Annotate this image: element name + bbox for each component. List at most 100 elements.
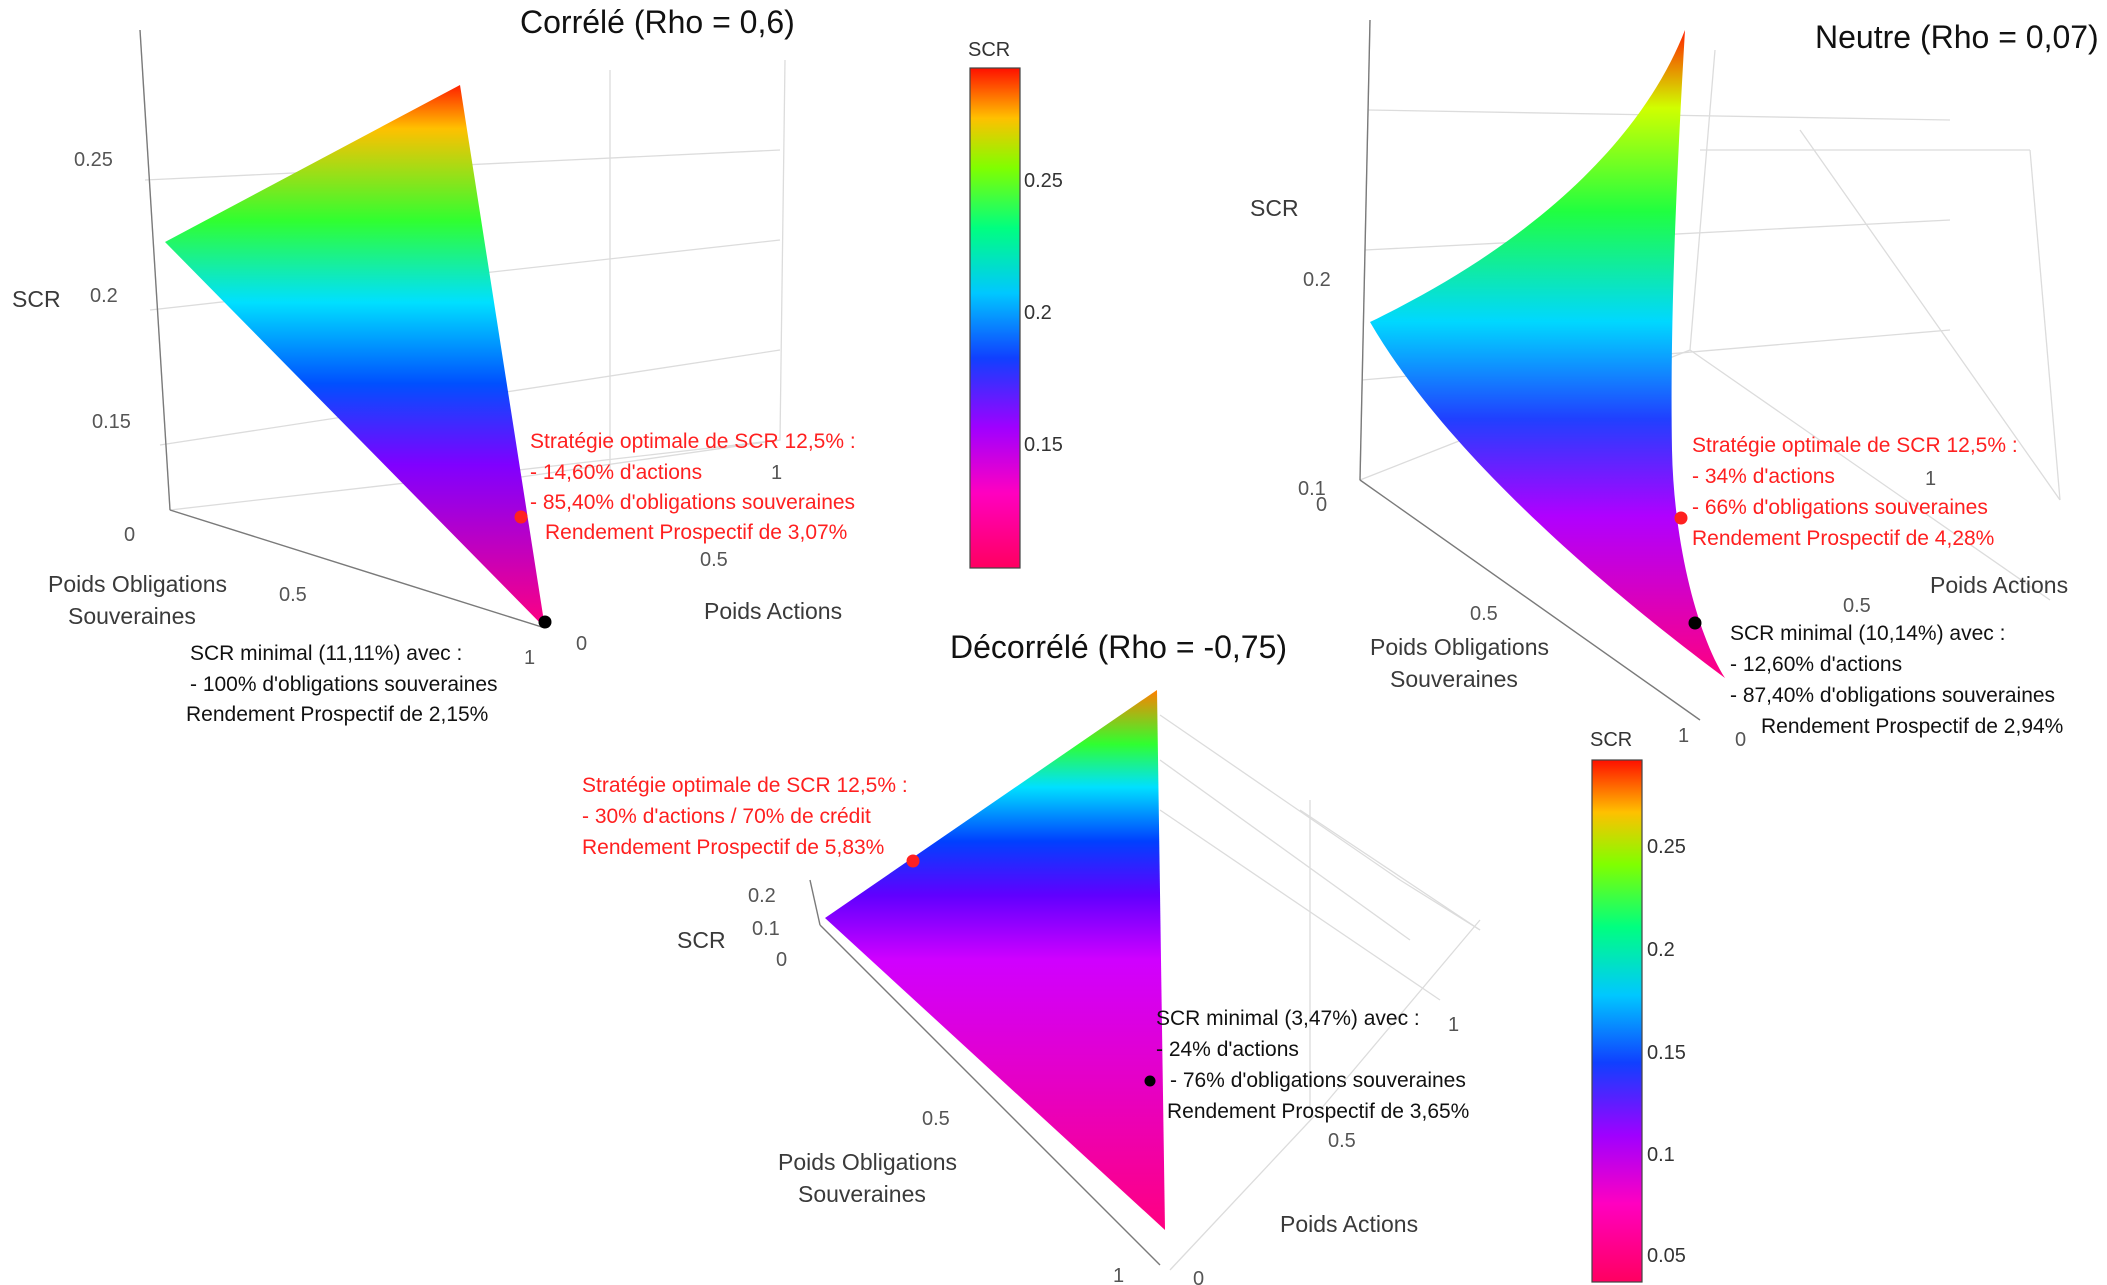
annotation-line: - 12,60% d'actions [1730,653,1902,676]
z-axis-label: SCR [12,286,61,312]
z-tick: 0.15 [92,411,131,433]
chart-title: Corrélé (Rho = 0,6) [520,4,795,40]
x-tick: 0.5 [1470,603,1498,625]
annotation-line: - 30% d'actions / 70% de crédit [582,805,871,828]
x-axis-line [819,924,1161,1266]
chart-neutre: Neutre (Rho = 0,07) SCR 0.2 0.1 Poids Ob… [1250,19,2099,751]
chart-correle: Corrélé (Rho = 0,6) SCR 0.15 0.2 0.25 Po… [12,4,856,726]
y-tick: 0 [576,633,587,655]
y-tick: 1 [771,462,782,484]
colorbar-title: SCR [968,39,1010,61]
colorbar-title: SCR [1590,729,1632,751]
annotation-line: Stratégie optimale de SCR 12,5% : [530,430,856,453]
annotation-line: Rendement Prospectif de 2,15% [186,703,488,726]
colorbar-tick: 0.2 [1647,939,1675,961]
min-point[interactable] [1688,616,1702,630]
optimal-annotation: Stratégie optimale de SCR 12,5% : - 14,6… [530,430,856,544]
optimal-point[interactable] [514,510,528,524]
colorbar-ramp [969,67,1021,569]
optimal-point[interactable] [906,854,920,868]
colorbar-tick: 0.2 [1024,302,1052,324]
colorbar-1: SCR 0.15 0.2 0.25 [968,39,1063,569]
y-tick: 0.5 [700,549,728,571]
y-tick: 0.5 [1843,595,1871,617]
annotation-line: - 34% d'actions [1692,465,1835,488]
annotation-line: SCR minimal (11,11%) avec : [190,642,462,665]
min-point[interactable] [1144,1075,1156,1087]
gridlines [1159,714,1481,1271]
x-tick: 0 [1316,494,1327,516]
x-axis-label-line2: Souveraines [1390,666,1518,692]
z-tick: 0.2 [1303,269,1331,291]
annotation-line: Stratégie optimale de SCR 12,5% : [582,774,908,797]
optimal-point[interactable] [1674,511,1688,525]
colorbar-tick: 0.15 [1024,434,1063,456]
annotation-line: Stratégie optimale de SCR 12,5% : [1692,434,2018,457]
x-tick: 1 [1678,725,1689,747]
z-axis-label: SCR [1250,195,1299,221]
y-tick: 1 [1925,468,1936,490]
z-axis-label: SCR [677,927,726,953]
colorbar-tick: 0.25 [1647,836,1686,858]
annotation-line: Rendement Prospectif de 5,83% [582,836,884,859]
annotation-line: - 76% d'obligations souveraines [1170,1069,1466,1092]
x-tick: 1 [1113,1265,1124,1285]
annotation-line: Rendement Prospectif de 2,94% [1761,715,2063,738]
z-tick: 0.2 [90,285,118,307]
annotation-line: - 14,60% d'actions [530,461,702,484]
x-tick: 1 [524,647,535,669]
x-axis-label-line1: Poids Obligations [1370,634,1549,660]
min-annotation: SCR minimal (11,11%) avec : - 100% d'obl… [186,642,498,726]
annotation-line: - 100% d'obligations souveraines [190,673,498,696]
annotation-line: SCR minimal (10,14%) avec : [1730,622,2005,645]
annotation-line: Rendement Prospectif de 3,07% [545,521,847,544]
chart-decorrele: Décorrélé (Rho = -0,75) SCR 0 0.1 0.2 Po… [582,629,1481,1285]
min-annotation: SCR minimal (10,14%) avec : - 12,60% d'a… [1730,622,2063,738]
z-axis-line [809,879,821,926]
optimal-annotation: Stratégie optimale de SCR 12,5% : - 30% … [582,774,908,859]
annotation-line: - 66% d'obligations souveraines [1692,496,1988,519]
x-tick: 0.5 [279,584,307,606]
z-tick: 0.1 [752,918,780,940]
z-tick: 0.2 [748,885,776,907]
y-tick: 0.5 [1328,1130,1356,1152]
annotation-line: - 24% d'actions [1156,1038,1299,1061]
y-axis-label: Poids Actions [704,598,842,624]
z-axis-line [1359,19,1371,481]
z-axis-line [139,29,171,511]
x-axis-label-line1: Poids Obligations [48,571,227,597]
annotation-line: - 85,40% d'obligations souveraines [530,491,855,514]
colorbar-tick: 0.15 [1647,1042,1686,1064]
colorbar-2: SCR 0.05 0.1 0.15 0.2 0.25 [1590,729,1686,1283]
colorbar-tick: 0.25 [1024,170,1063,192]
annotation-line: - 87,40% d'obligations souveraines [1730,684,2055,707]
surface [165,85,545,628]
surface [825,690,1165,1230]
y-tick: 1 [1448,1014,1459,1036]
x-axis-line [169,509,546,629]
annotation-line: Rendement Prospectif de 3,65% [1167,1100,1469,1123]
y-tick: 0 [1735,729,1746,751]
surface [1370,30,1725,678]
colorbar-ramp [1591,759,1643,1283]
min-annotation: SCR minimal (3,47%) avec : - 24% d'actio… [1156,1007,1469,1123]
chart-title: Neutre (Rho = 0,07) [1815,19,2099,55]
annotation-line: SCR minimal (3,47%) avec : [1156,1007,1420,1030]
z-tick: 0 [776,949,787,971]
x-axis-line [1359,479,1701,721]
optimal-annotation: Stratégie optimale de SCR 12,5% : - 34% … [1692,434,2018,550]
annotation-line: Rendement Prospectif de 4,28% [1692,527,1994,550]
colorbar-tick: 0.1 [1647,1144,1675,1166]
x-axis-label-line2: Souveraines [798,1181,926,1207]
x-axis-label-line1: Poids Obligations [778,1149,957,1175]
y-axis-label: Poids Actions [1930,572,2068,598]
z-tick: 0.25 [74,149,113,171]
x-axis-label-line2: Souveraines [68,603,196,629]
y-axis-label: Poids Actions [1280,1211,1418,1237]
x-tick: 0.5 [922,1108,950,1130]
min-point[interactable] [538,615,552,629]
colorbar-tick: 0.05 [1647,1245,1686,1267]
x-tick: 0 [124,524,135,546]
